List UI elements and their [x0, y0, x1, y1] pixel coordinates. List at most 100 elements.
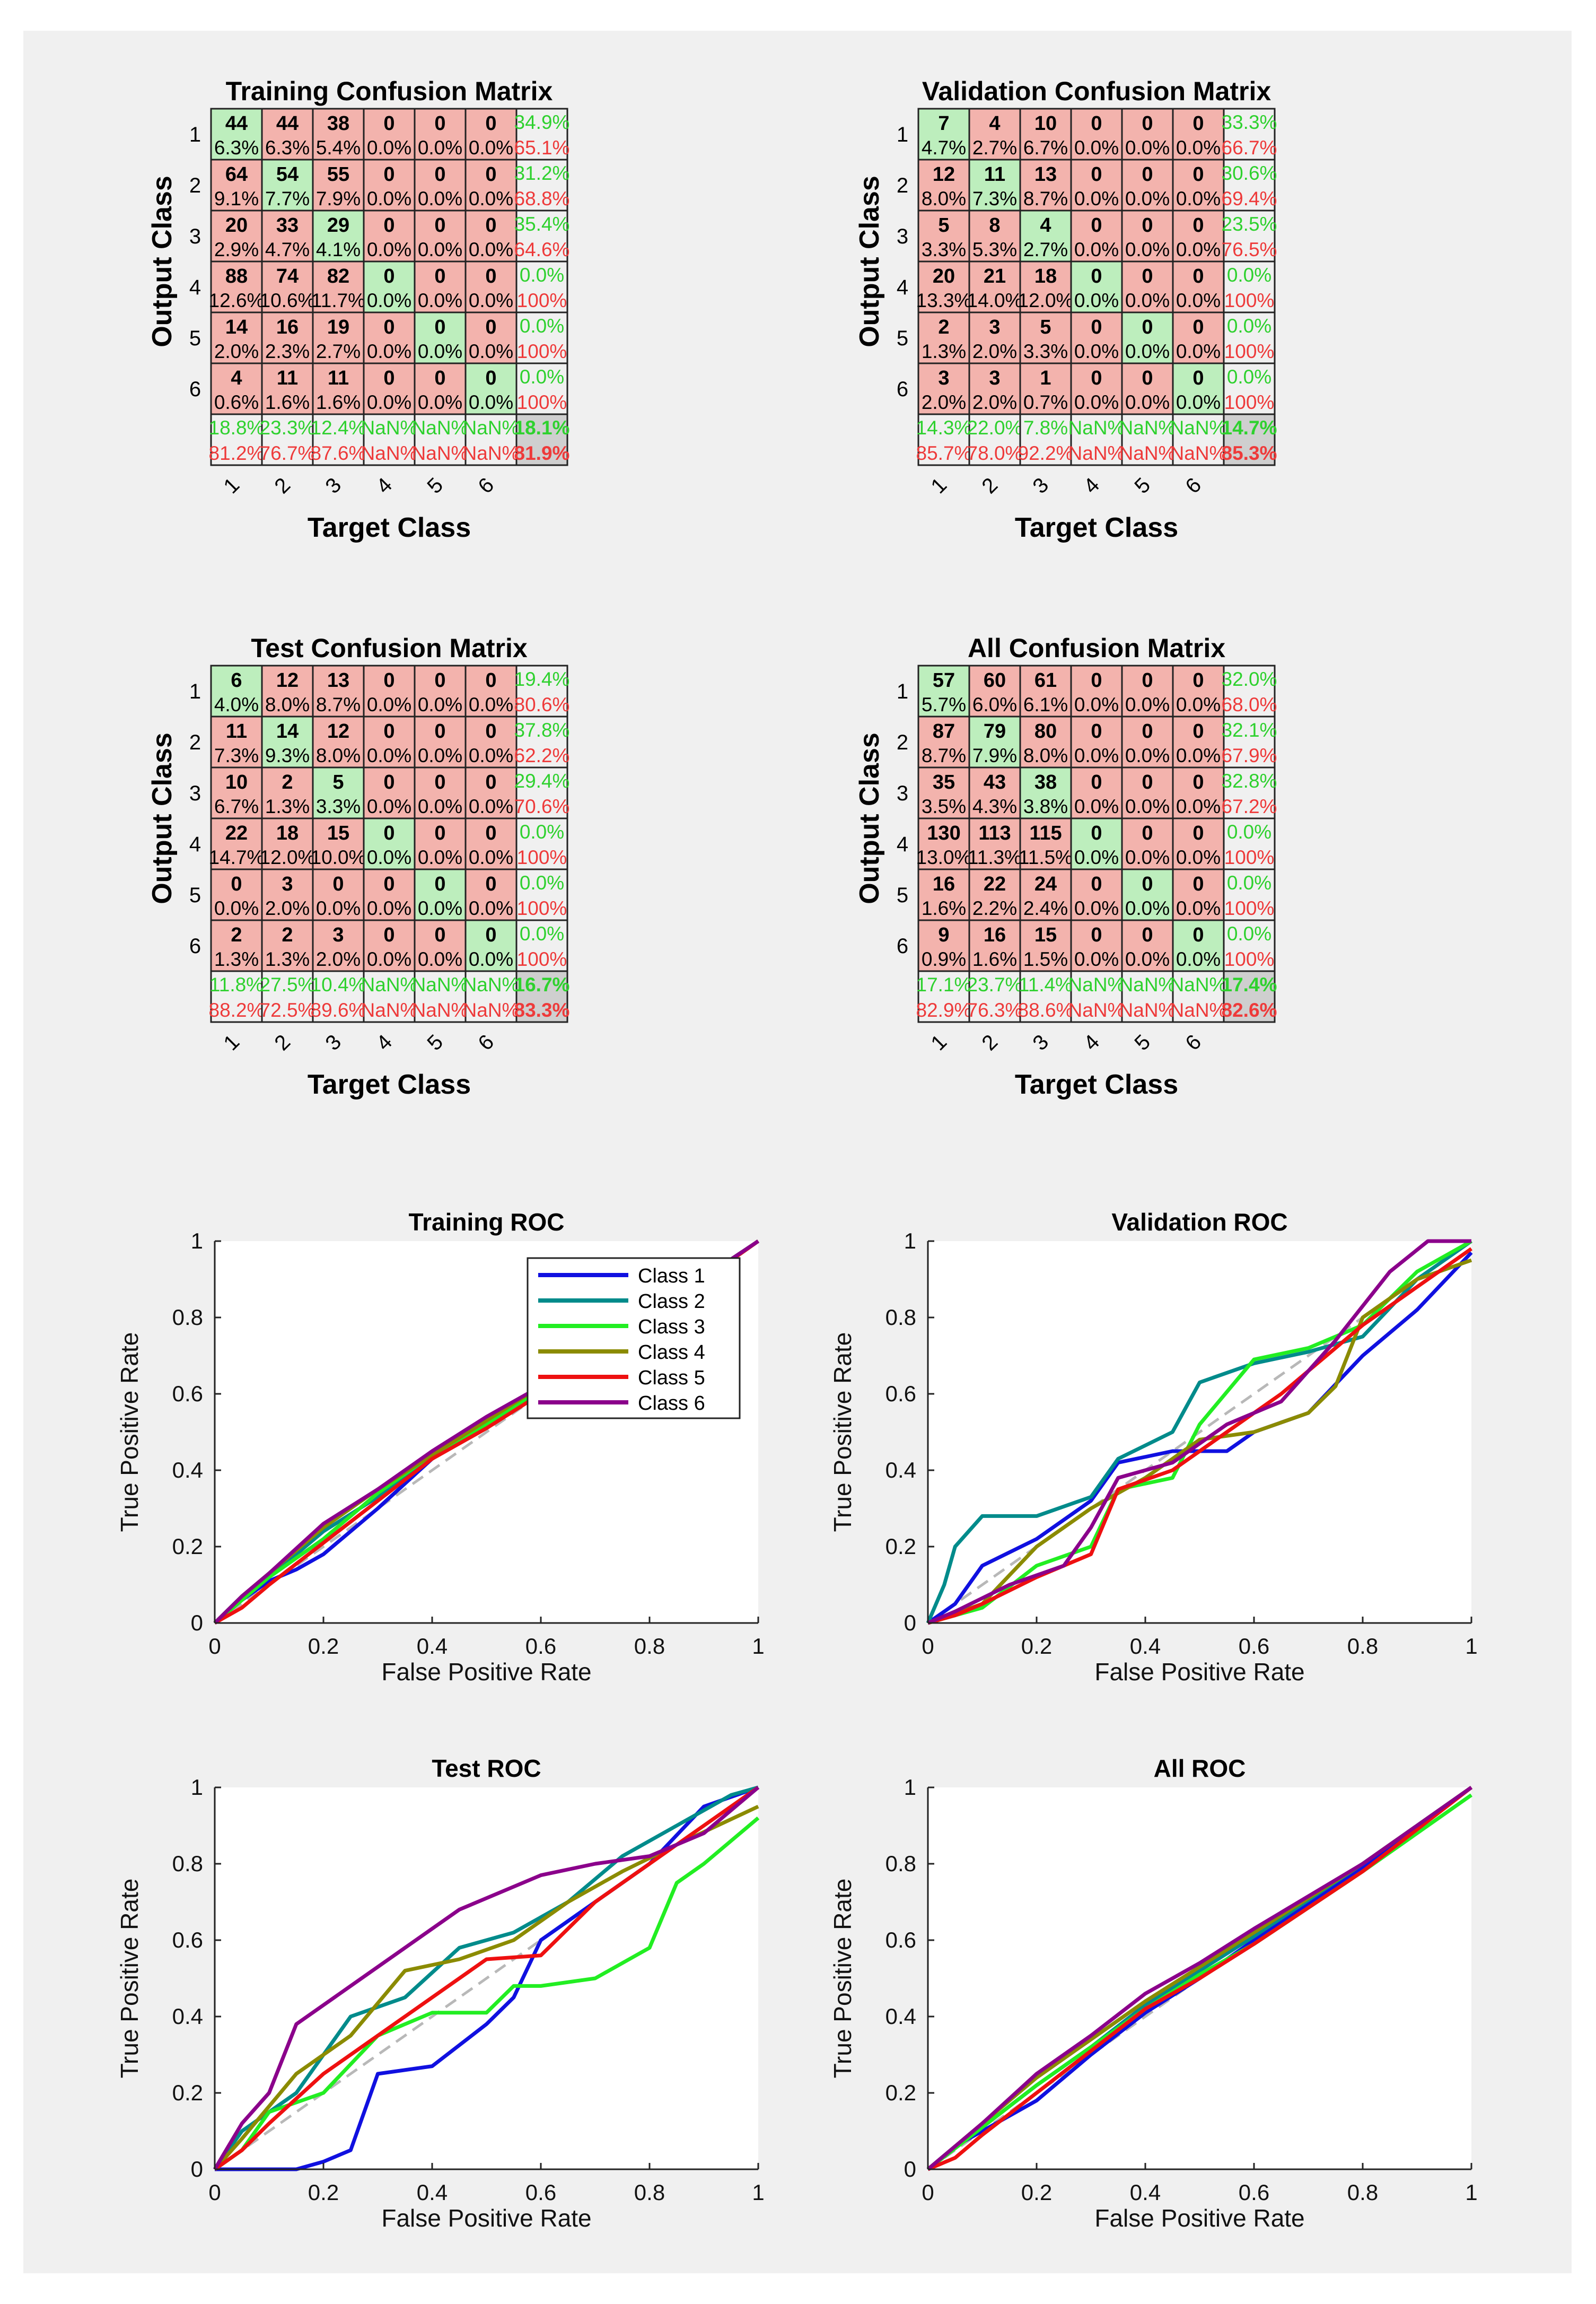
- summary-wrong-percent: NaN%: [1170, 999, 1227, 1021]
- cell-percent: 0.0%: [1074, 391, 1119, 413]
- row-tick-label: 5: [897, 884, 908, 907]
- cell-count: 0: [1192, 873, 1204, 895]
- y-tick-label: 1: [904, 1228, 916, 1253]
- cell-count: 16: [984, 924, 1006, 946]
- cell-percent: 4.7%: [265, 239, 310, 260]
- summary-wrong-percent: 67.9%: [1222, 745, 1277, 766]
- legend: Class 1 Class 2 Class 3 Class 4 Class 5 Class…: [527, 1257, 741, 1419]
- cell-count: 0: [434, 214, 445, 237]
- row-tick-label: 3: [189, 782, 201, 805]
- cell-percent: 0.0%: [1176, 341, 1221, 362]
- roc-curve-class-5: [213, 1786, 760, 2171]
- row-tick-label: 1: [897, 680, 908, 703]
- y-tick-label: 0.2: [172, 1534, 203, 1559]
- y-tick-label: 0.2: [172, 2080, 203, 2105]
- roc-curve-class-4: [927, 1258, 1472, 1625]
- matrix-cell: [968, 817, 1021, 870]
- summary-wrong-percent: 67.2%: [1222, 796, 1277, 817]
- cell-percent: 0.0%: [1074, 948, 1119, 970]
- x-tick-label: 0.8: [1347, 2180, 1378, 2205]
- summary-wrong-percent: 69.4%: [1222, 188, 1277, 210]
- plot-title: All ROC: [1154, 1755, 1246, 1782]
- col-tick-label: 6: [1181, 1030, 1206, 1055]
- cell-percent: 12.0%: [260, 846, 315, 868]
- cell-count: 14: [276, 720, 299, 743]
- matrix-cell: [1223, 970, 1276, 1023]
- summary-wrong-percent: 85.3%: [1222, 442, 1277, 464]
- confusion-matrix-4: All Confusion Matrix575.7%606.0%616.1%00…: [854, 633, 1277, 1100]
- cell-count: 0: [383, 924, 394, 946]
- matrix-cell: [1019, 413, 1072, 466]
- summary-wrong-percent: 88.2%: [209, 999, 265, 1021]
- col-tick-label: 4: [1079, 1030, 1104, 1055]
- col-tick-label: 1: [219, 473, 244, 498]
- y-tick-label: 0.4: [885, 2004, 916, 2029]
- cell-count: 3: [282, 873, 293, 895]
- matrix-cell: [1070, 919, 1123, 972]
- matrix-cell: [917, 970, 970, 1023]
- summary-correct-percent: 29.4%: [514, 770, 570, 792]
- cell-percent: 2.0%: [922, 391, 966, 413]
- cell-percent: 11.3%: [968, 846, 1022, 868]
- cell-percent: 2.0%: [972, 391, 1017, 413]
- matrix-cell: [312, 260, 365, 313]
- cell-percent: 0.0%: [1125, 188, 1170, 210]
- x-tick-label: 0: [922, 2180, 934, 2205]
- cell-count: 16: [276, 316, 299, 338]
- cell-percent: 0.0%: [1176, 239, 1221, 260]
- cell-percent: 0.0%: [1176, 694, 1221, 715]
- legend-label: Class 4: [638, 1341, 705, 1364]
- matrix-cell: [312, 970, 365, 1023]
- x-axis-label: Target Class: [1015, 1069, 1178, 1100]
- cell-percent: 0.0%: [1074, 694, 1119, 715]
- y-tick-label: 0.6: [885, 1927, 916, 1952]
- cell-count: 0: [1091, 771, 1102, 793]
- cell-percent: 0.0%: [1125, 694, 1170, 715]
- row-tick-label: 2: [897, 731, 908, 754]
- cell-percent: 5.3%: [972, 239, 1017, 260]
- matrix-cell: [1172, 665, 1225, 718]
- cell-percent: 8.0%: [1023, 745, 1068, 766]
- cell-count: 4: [1040, 214, 1051, 237]
- cell-count: 0: [1142, 163, 1153, 186]
- matrix-cell: [363, 970, 416, 1023]
- cell-percent: 7.7%: [265, 188, 310, 210]
- matrix-cell: [968, 362, 1021, 415]
- cell-percent: 2.3%: [265, 341, 310, 362]
- cell-percent: 0.0%: [1074, 897, 1119, 919]
- matrix-cell: [1223, 817, 1276, 870]
- y-tick-label: 0.6: [885, 1381, 916, 1406]
- cell-count: 0: [1091, 924, 1102, 946]
- summary-correct-percent: NaN%: [1170, 974, 1227, 996]
- matrix-cell: [261, 817, 314, 870]
- cell-count: 21: [984, 265, 1006, 287]
- x-tick-label: 1: [752, 1634, 764, 1659]
- matrix-cell: [210, 766, 263, 819]
- roc-curve-class-2: [213, 1785, 759, 2171]
- matrix-cell: [261, 413, 314, 466]
- x-tick-label: 0.4: [417, 1634, 448, 1659]
- cell-percent: 0.0%: [418, 391, 462, 413]
- matrix-cell: [917, 210, 970, 263]
- cell-count: 1: [1040, 367, 1051, 389]
- matrix-cell: [464, 159, 518, 212]
- cell-count: 3: [938, 367, 949, 389]
- cell-percent: 13.3%: [916, 290, 972, 311]
- summary-correct-percent: 12.4%: [311, 417, 366, 439]
- cell-count: 0: [383, 367, 394, 389]
- matrix-cell: [1223, 715, 1276, 769]
- row-tick-label: 1: [189, 680, 201, 703]
- summary-wrong-percent: 76.5%: [1222, 239, 1277, 260]
- cell-count: 0: [1192, 924, 1204, 946]
- cell-count: 0: [1142, 924, 1153, 946]
- summary-wrong-percent: 88.6%: [1018, 999, 1074, 1021]
- matrix-cell: [968, 413, 1021, 466]
- summary-wrong-percent: 82.9%: [916, 999, 972, 1021]
- row-tick-label: 1: [189, 123, 201, 146]
- cell-count: 0: [1142, 316, 1153, 338]
- y-tick-label: 0.8: [885, 1851, 916, 1876]
- cell-percent: 6.0%: [972, 694, 1017, 715]
- cell-count: 0: [485, 771, 496, 793]
- cell-percent: 0.0%: [1074, 239, 1119, 260]
- cell-percent: 12.0%: [1018, 290, 1074, 311]
